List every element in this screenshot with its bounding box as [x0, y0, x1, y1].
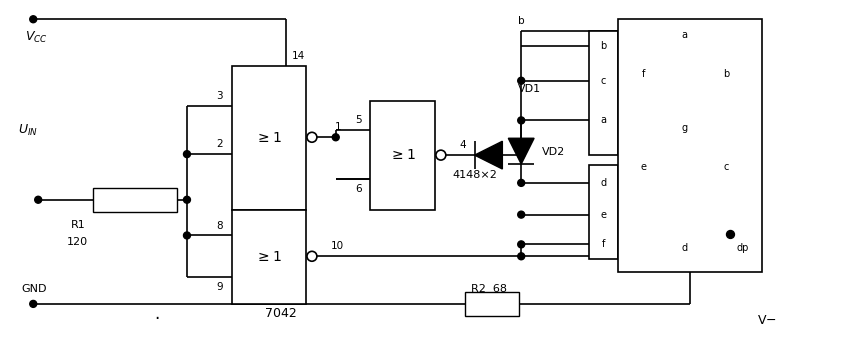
Polygon shape: [475, 141, 502, 169]
Bar: [465, 292, 519, 316]
Circle shape: [436, 150, 446, 160]
Circle shape: [517, 117, 525, 124]
Text: 8: 8: [216, 221, 223, 231]
Circle shape: [332, 134, 340, 141]
Text: b: b: [723, 69, 729, 79]
Text: c: c: [601, 76, 606, 86]
Text: 6: 6: [355, 184, 362, 194]
Text: g: g: [682, 123, 688, 133]
Text: $U_{IN}$: $U_{IN}$: [19, 123, 38, 138]
Text: b: b: [601, 41, 607, 51]
Bar: [619, 19, 762, 272]
Text: d: d: [601, 178, 607, 188]
Text: 4: 4: [460, 140, 466, 150]
Text: b: b: [518, 16, 524, 26]
Circle shape: [517, 77, 525, 84]
Text: c: c: [724, 162, 729, 172]
Circle shape: [184, 151, 191, 158]
Text: a: a: [682, 30, 688, 40]
Text: 1: 1: [334, 122, 341, 132]
Text: 7042: 7042: [266, 307, 297, 320]
Bar: [589, 165, 619, 259]
Text: VD1: VD1: [517, 84, 540, 94]
Text: e: e: [601, 210, 607, 220]
Circle shape: [517, 179, 525, 186]
Circle shape: [517, 253, 525, 260]
Bar: [231, 66, 306, 210]
Circle shape: [184, 196, 191, 203]
Text: V$-$: V$-$: [757, 314, 777, 327]
Circle shape: [184, 232, 191, 239]
Text: $\geq$1: $\geq$1: [255, 131, 283, 145]
Circle shape: [307, 251, 317, 261]
Text: $V_{CC}$: $V_{CC}$: [26, 29, 48, 45]
Circle shape: [35, 196, 42, 203]
Circle shape: [30, 16, 37, 23]
Text: 120: 120: [67, 237, 89, 247]
Bar: [231, 210, 306, 304]
Circle shape: [517, 211, 525, 218]
Bar: [93, 188, 177, 212]
Circle shape: [517, 241, 525, 248]
Circle shape: [30, 300, 37, 307]
Circle shape: [517, 152, 525, 159]
Text: $\geq$1: $\geq$1: [255, 250, 283, 264]
Text: 4148×2: 4148×2: [452, 170, 497, 180]
Text: f: f: [602, 239, 605, 250]
Text: .: .: [155, 305, 160, 323]
Text: 3: 3: [216, 91, 223, 101]
Text: d: d: [682, 243, 688, 253]
Polygon shape: [508, 138, 534, 164]
Circle shape: [307, 132, 317, 142]
Text: 9: 9: [216, 282, 223, 292]
Text: dp: dp: [736, 243, 749, 253]
Text: e: e: [640, 162, 646, 172]
Text: R2  68: R2 68: [471, 284, 507, 294]
Text: $\geq$1: $\geq$1: [390, 148, 416, 162]
Text: 10: 10: [331, 241, 345, 251]
Text: R1: R1: [71, 220, 85, 230]
Circle shape: [727, 231, 734, 238]
Text: f: f: [642, 69, 645, 79]
Text: VD2: VD2: [542, 147, 566, 157]
Bar: [589, 31, 619, 155]
Text: 2: 2: [216, 139, 223, 149]
Text: GND: GND: [21, 284, 47, 294]
Bar: [370, 101, 435, 210]
Text: 14: 14: [291, 51, 305, 61]
Text: 5: 5: [355, 115, 362, 125]
Text: a: a: [601, 115, 607, 125]
